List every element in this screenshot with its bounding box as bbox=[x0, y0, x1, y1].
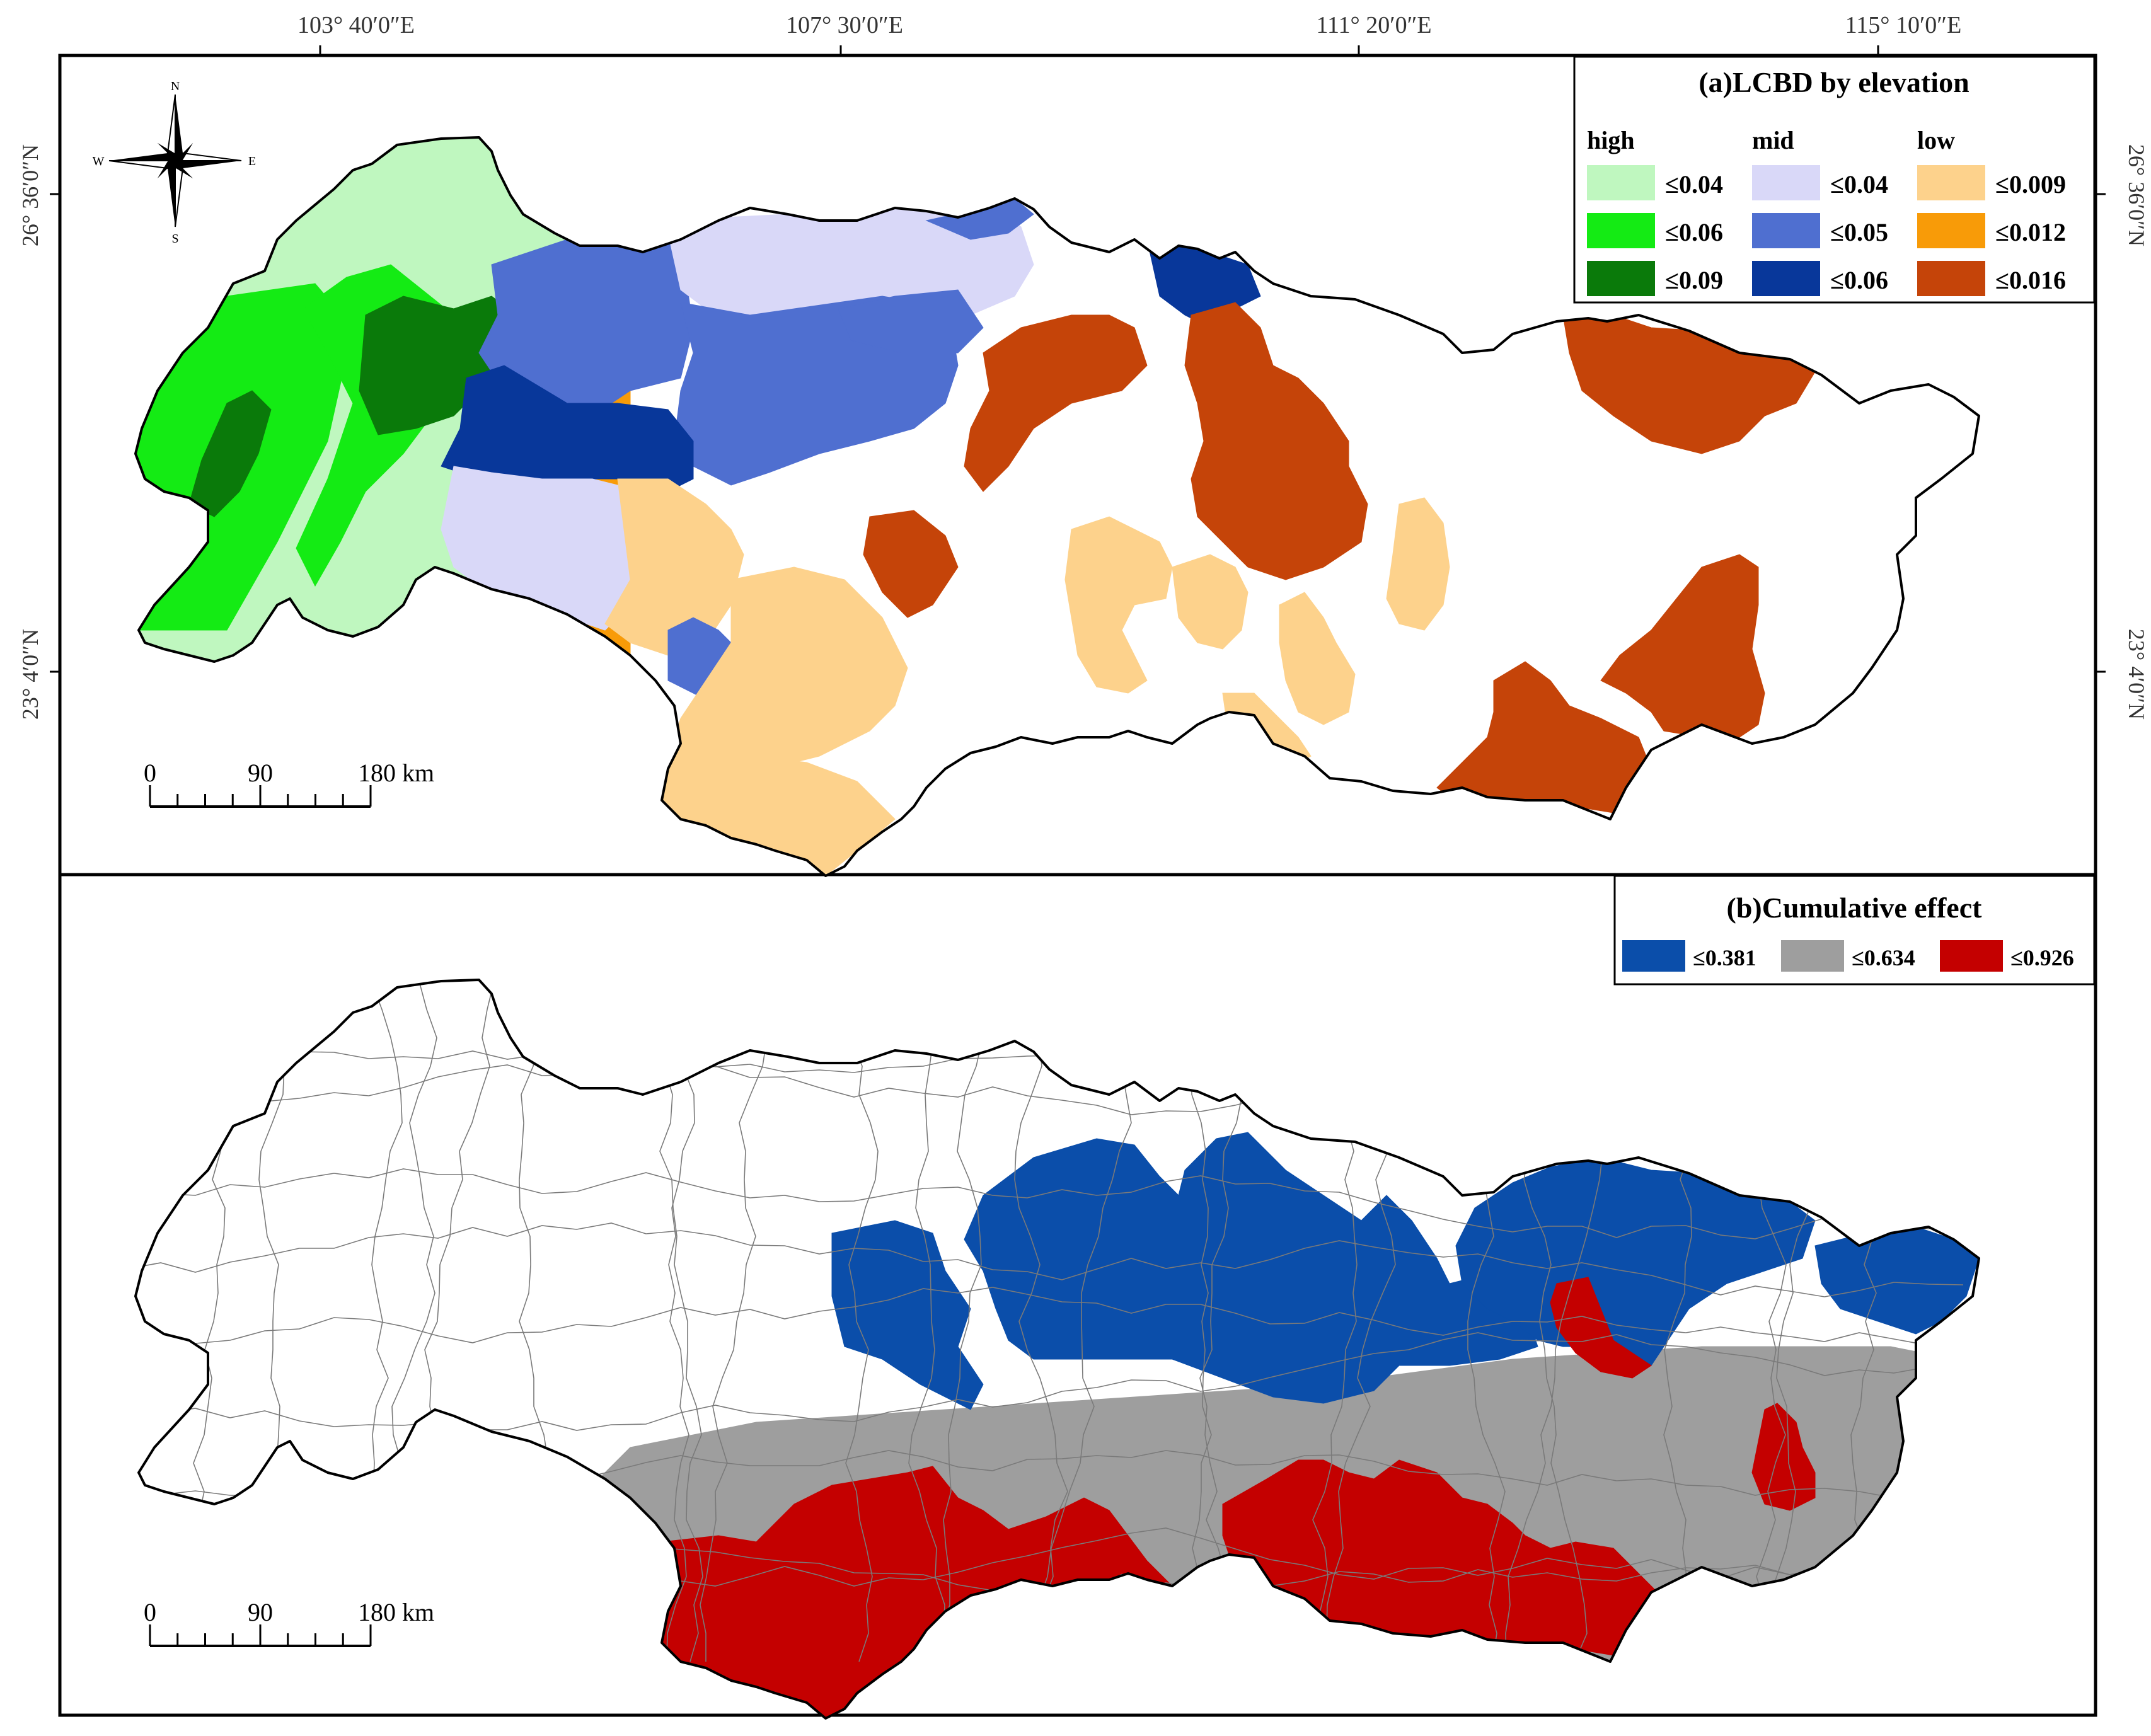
scale-label-180: 180 km bbox=[358, 759, 434, 787]
scale-label-0: 0 bbox=[144, 1598, 156, 1626]
compass-s-label: S bbox=[171, 232, 178, 246]
study-area-outline bbox=[134, 979, 1980, 1720]
sub-basin-region bbox=[188, 390, 272, 517]
legend-a-swatch bbox=[1917, 165, 1985, 200]
lon-label: 111° 20′0″E bbox=[1316, 12, 1431, 38]
sub-basin-boundary bbox=[1014, 980, 1068, 1662]
legend-a-item-label: ≤0.09 bbox=[1665, 266, 1723, 294]
legend-b-swatch bbox=[1940, 940, 2003, 972]
legend-b-item-label: ≤0.634 bbox=[1852, 945, 1915, 970]
latitude-labels: 26° 36′0″N 23° 4′0″N 26° 36′0″N 23° 4′0″… bbox=[18, 144, 2149, 720]
legend-a-swatch bbox=[1587, 165, 1655, 200]
sub-basin-boundary bbox=[136, 1168, 1964, 1239]
sub-basin-boundary bbox=[837, 980, 879, 1662]
legend-b-item-label: ≤0.926 bbox=[2010, 945, 2074, 970]
legend-a-swatch bbox=[1587, 213, 1655, 248]
legend-a-box bbox=[1573, 55, 2096, 304]
sub-basin-boundary bbox=[700, 980, 770, 1662]
sub-basin-region bbox=[863, 510, 959, 618]
legend-a-group-label: high bbox=[1587, 126, 1635, 154]
legend-a-swatch bbox=[1917, 261, 1985, 296]
legend-a-item-label: ≤0.06 bbox=[1665, 218, 1723, 246]
compass-w-label: W bbox=[93, 154, 105, 168]
scale-label-90: 90 bbox=[248, 1598, 273, 1626]
compass-e-label: E bbox=[248, 154, 256, 168]
sub-basin-boundary bbox=[136, 1287, 1964, 1346]
sub-basin-region bbox=[1436, 661, 1652, 813]
lat-label: 26° 36′0″N bbox=[2124, 144, 2149, 246]
legend-a-swatch bbox=[1752, 165, 1820, 200]
sub-basin-boundary bbox=[1022, 980, 1132, 1662]
sub-basin-region bbox=[1184, 302, 1368, 580]
sub-basin-boundary bbox=[908, 980, 945, 1662]
sub-basin-region bbox=[1279, 592, 1356, 725]
graticule-ticks bbox=[50, 45, 2106, 673]
sub-basin-region bbox=[831, 1220, 984, 1410]
legend-a-swatch bbox=[1917, 213, 1985, 248]
scale-label-90: 90 bbox=[248, 759, 273, 787]
longitude-labels: 103° 40′0″E 107° 30′0″E 111° 20′0″E 115°… bbox=[297, 12, 1961, 38]
lon-label: 115° 10′0″E bbox=[1845, 12, 1962, 38]
scale-bar-a: 0 90 180 km bbox=[144, 759, 434, 808]
sub-basin-boundary bbox=[647, 980, 703, 1662]
legend-a-item-label: ≤0.009 bbox=[1995, 170, 2066, 198]
legend-a-swatch bbox=[1752, 213, 1820, 248]
legend-a-swatch bbox=[1752, 261, 1820, 296]
lat-label: 23° 4′0″N bbox=[18, 629, 43, 720]
legend-a-title: (a)LCBD by elevation bbox=[1698, 66, 1969, 98]
legend-b: (b)Cumulative effect ≤0.381 ≤0.634 ≤0.926 bbox=[1613, 875, 2096, 986]
sub-basin-region bbox=[604, 478, 744, 656]
legend-b-swatch bbox=[1781, 940, 1844, 972]
legend-b-item-label: ≤0.381 bbox=[1693, 945, 1756, 970]
scale-label-180: 180 km bbox=[358, 1598, 434, 1626]
legend-a-swatch bbox=[1587, 261, 1655, 296]
lon-label: 107° 30′0″E bbox=[786, 12, 903, 38]
sub-basin-region bbox=[1064, 516, 1173, 694]
lat-label: 26° 36′0″N bbox=[18, 144, 43, 246]
compass-rose: N S E W bbox=[93, 79, 257, 246]
sub-basin-boundary bbox=[666, 980, 700, 1662]
sub-basin-region bbox=[838, 289, 984, 354]
legend-a: (a)LCBD by elevation high ≤0.04 ≤0.06 ≤0.09… bbox=[1573, 55, 2096, 304]
legend-b-swatch bbox=[1622, 940, 1685, 972]
sub-basin-region bbox=[1455, 1157, 1816, 1366]
sub-basin-region bbox=[964, 314, 1148, 492]
lat-label: 23° 4′0″N bbox=[2124, 629, 2149, 720]
scale-label-0: 0 bbox=[144, 759, 156, 787]
legend-a-item-label: ≤0.04 bbox=[1665, 170, 1723, 198]
sub-basin-region bbox=[1172, 554, 1249, 650]
legend-a-item-label: ≤0.016 bbox=[1995, 266, 2066, 294]
sub-basin-region bbox=[1562, 314, 1816, 454]
legend-b-title: (b)Cumulative effect bbox=[1727, 892, 1983, 924]
legend-a-group-label: low bbox=[1917, 126, 1955, 154]
study-area-outline bbox=[134, 136, 1980, 877]
legend-b-box bbox=[1613, 875, 2096, 986]
legend-a-item-label: ≤0.05 bbox=[1830, 218, 1888, 246]
legend-a-item-label: ≤0.012 bbox=[1995, 218, 2066, 246]
lon-label: 103° 40′0″E bbox=[297, 12, 415, 38]
sub-basin-region bbox=[1751, 1403, 1816, 1511]
sub-basin-boundary bbox=[1184, 980, 1212, 1662]
legend-a-group-label: mid bbox=[1752, 126, 1794, 154]
sub-basin-region bbox=[1386, 497, 1450, 631]
sub-basin-region bbox=[1600, 554, 1765, 738]
compass-n-label: N bbox=[171, 79, 180, 93]
sub-basin-region bbox=[1550, 1277, 1652, 1379]
legend-a-item-label: ≤0.04 bbox=[1830, 170, 1888, 198]
sub-basin-boundary bbox=[136, 1222, 1964, 1297]
legend-a-item-label: ≤0.06 bbox=[1830, 266, 1888, 294]
scale-bar-b: 0 90 180 km bbox=[144, 1598, 434, 1647]
